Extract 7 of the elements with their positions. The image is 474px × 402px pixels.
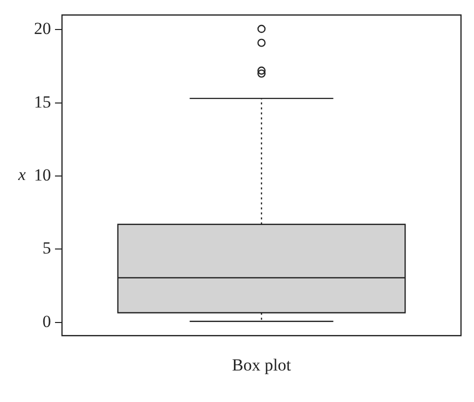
x-tick-label: Box plot [232,355,292,374]
y-tick-label: 10 [34,166,51,184]
y-tick-label: 15 [34,92,51,112]
y-axis-title: x [17,164,26,184]
y-tick-label: 20 [34,19,51,38]
y-tick-label: 0 [42,312,51,331]
y-tick-label: 5 [42,238,51,258]
